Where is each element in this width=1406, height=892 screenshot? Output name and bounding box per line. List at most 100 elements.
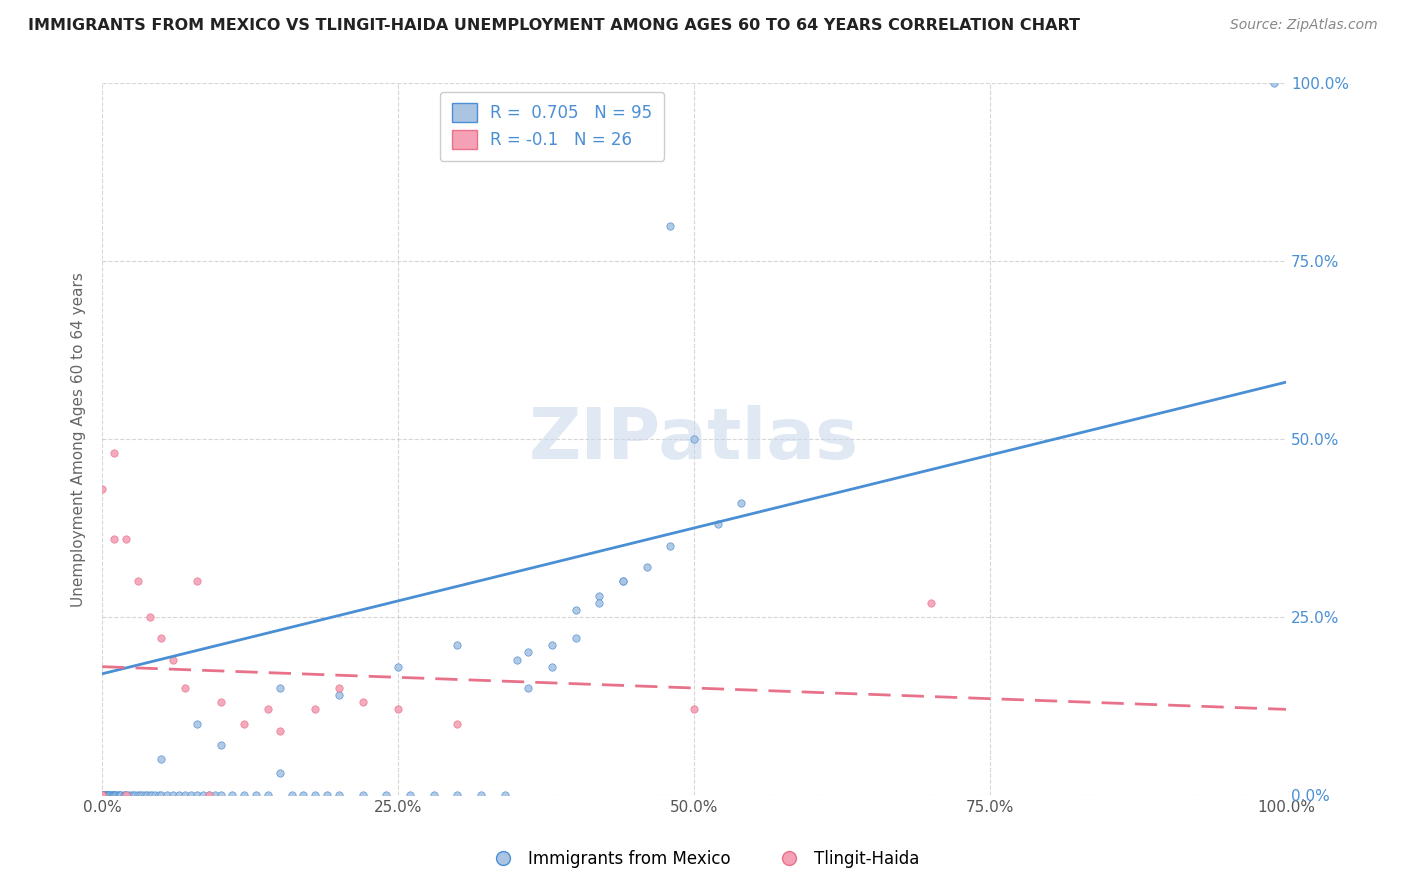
Point <box>162 788 184 802</box>
Point <box>375 788 398 802</box>
Point <box>446 638 468 652</box>
Legend: Immigrants from Mexico, Tlingit-Haida: Immigrants from Mexico, Tlingit-Haida <box>479 844 927 875</box>
Point <box>100 788 122 802</box>
Y-axis label: Unemployment Among Ages 60 to 64 years: Unemployment Among Ages 60 to 64 years <box>72 272 86 607</box>
Point <box>93 788 115 802</box>
Point <box>304 788 326 802</box>
Point <box>105 788 128 802</box>
Point <box>233 716 256 731</box>
Point <box>209 788 232 802</box>
Point <box>110 788 132 802</box>
Point <box>328 688 350 702</box>
Point <box>316 788 339 802</box>
Point <box>114 788 136 802</box>
Point <box>98 788 121 802</box>
Point <box>104 788 127 802</box>
Point <box>150 788 173 802</box>
Point <box>541 659 564 673</box>
Point <box>129 788 152 802</box>
Point <box>107 788 129 802</box>
Point <box>612 574 634 589</box>
Point <box>541 638 564 652</box>
Point <box>131 788 153 802</box>
Point <box>612 574 634 589</box>
Point <box>93 788 115 802</box>
Point <box>197 788 219 802</box>
Point <box>91 788 114 802</box>
Point <box>683 432 706 446</box>
Text: IMMIGRANTS FROM MEXICO VS TLINGIT-HAIDA UNEMPLOYMENT AMONG AGES 60 TO 64 YEARS C: IMMIGRANTS FROM MEXICO VS TLINGIT-HAIDA … <box>28 18 1080 33</box>
Point <box>588 589 610 603</box>
Point <box>115 788 138 802</box>
Point <box>136 788 159 802</box>
Point <box>138 610 160 624</box>
Point <box>659 219 682 233</box>
Point <box>387 702 409 716</box>
Point <box>706 517 728 532</box>
Point <box>257 788 280 802</box>
Point <box>97 788 120 802</box>
Point <box>304 702 326 716</box>
Point <box>91 482 114 496</box>
Point <box>186 574 208 589</box>
Point <box>186 716 208 731</box>
Point <box>141 788 163 802</box>
Point <box>124 788 146 802</box>
Point <box>399 788 422 802</box>
Point <box>91 788 114 802</box>
Point <box>352 788 374 802</box>
Point <box>233 788 256 802</box>
Point <box>209 695 232 709</box>
Point <box>280 788 302 802</box>
Point <box>138 788 160 802</box>
Point <box>470 788 492 802</box>
Point <box>209 738 232 752</box>
Point <box>387 659 409 673</box>
Point <box>103 446 125 460</box>
Point <box>94 788 117 802</box>
Legend: R =  0.705   N = 95, R = -0.1   N = 26: R = 0.705 N = 95, R = -0.1 N = 26 <box>440 92 664 161</box>
Point <box>446 788 468 802</box>
Point <box>636 560 658 574</box>
Point <box>517 681 540 695</box>
Point <box>446 716 468 731</box>
Point <box>422 788 444 802</box>
Point <box>150 631 173 645</box>
Point <box>94 788 117 802</box>
Point <box>134 788 156 802</box>
Point <box>120 788 142 802</box>
Point <box>127 574 149 589</box>
Point <box>100 788 122 802</box>
Point <box>257 702 280 716</box>
Point <box>730 496 752 510</box>
Point <box>91 788 114 802</box>
Point <box>191 788 214 802</box>
Point <box>93 788 115 802</box>
Point <box>920 596 942 610</box>
Point <box>115 532 138 546</box>
Point <box>115 788 138 802</box>
Text: ZIPatlas: ZIPatlas <box>529 405 859 474</box>
Point <box>91 788 114 802</box>
Point <box>564 631 586 645</box>
Point <box>96 788 118 802</box>
Point <box>108 788 131 802</box>
Point <box>588 596 610 610</box>
Point <box>221 788 243 802</box>
Point <box>93 788 115 802</box>
Point <box>122 788 145 802</box>
Point <box>156 788 179 802</box>
Point <box>112 788 135 802</box>
Point <box>505 652 527 666</box>
Point <box>103 788 125 802</box>
Point <box>96 788 118 802</box>
Point <box>101 788 124 802</box>
Point <box>162 652 184 666</box>
Point <box>174 681 197 695</box>
Point <box>127 788 149 802</box>
Point <box>107 788 129 802</box>
Point <box>683 702 706 716</box>
Point <box>494 788 516 802</box>
Point <box>197 788 219 802</box>
Point <box>97 788 120 802</box>
